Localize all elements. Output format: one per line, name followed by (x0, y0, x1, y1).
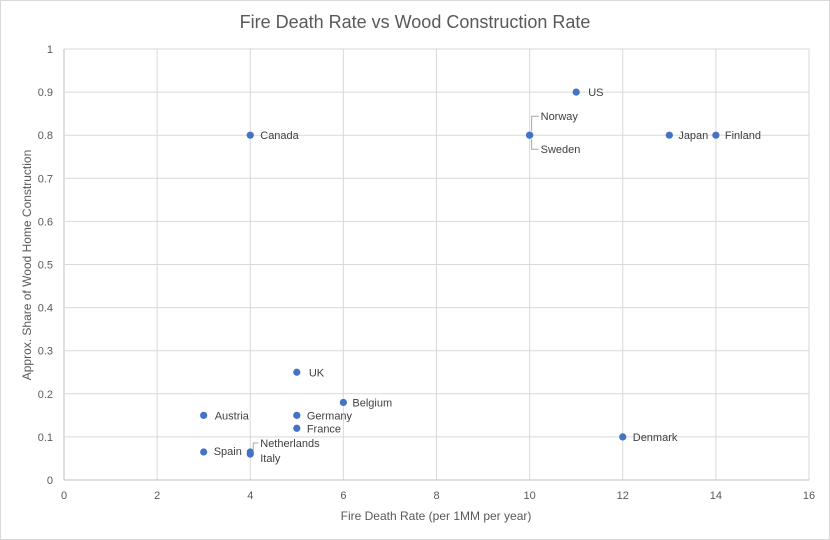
leader-line-norway (531, 115, 539, 132)
data-point-japan (665, 131, 673, 139)
y-tick-label: 0.2 (38, 389, 53, 401)
tick-layer: 0 2 4 6 8 10 12 14 16 0 0.1 0.2 0.3 0.4 0.5 0.6 0.7 0.8 0.… (38, 44, 815, 502)
leader-line-netherlands (252, 442, 259, 450)
y-tick-label: 0.3 (38, 346, 53, 358)
y-tick-label: 0.5 (38, 260, 53, 272)
data-label-italy: Italy (260, 453, 281, 465)
y-tick-label: 0.9 (38, 87, 53, 99)
data-label-japan: Japan (678, 130, 708, 142)
x-axis-title: Fire Death Rate (per 1MM per year) (341, 509, 532, 523)
data-point-spain (200, 448, 208, 456)
data-point-finland (712, 131, 720, 139)
data-point-denmark (619, 433, 627, 441)
x-tick-label: 10 (524, 490, 536, 502)
data-label-uk: UK (309, 367, 325, 379)
data-label-sweden: Sweden (541, 144, 581, 156)
data-point-uk (293, 368, 301, 376)
data-label-denmark: Denmark (633, 432, 678, 444)
data-point-austria (200, 411, 208, 419)
data-label-netherlands: Netherlands (260, 438, 320, 450)
label-layer: US Norway Sweden Japan Finland Canada UK Belgiu… (214, 87, 761, 465)
leader-layer (252, 115, 539, 450)
data-label-belgium: Belgium (352, 397, 392, 409)
data-label-us: US (588, 87, 603, 99)
x-tick-label: 14 (710, 490, 722, 502)
grid-layer (63, 48, 810, 481)
y-tick-label: 0 (47, 475, 53, 487)
data-label-germany: Germany (307, 410, 353, 422)
data-point-belgium (339, 398, 347, 407)
chart-title: Fire Death Rate vs Wood Construction Rat… (240, 12, 591, 32)
data-label-france: France (307, 423, 341, 435)
y-tick-label: 0.1 (38, 432, 53, 444)
leader-line-sweden (531, 139, 539, 150)
data-label-austria: Austria (215, 410, 250, 422)
y-tick-label: 0.7 (38, 173, 53, 185)
x-tick-label: 6 (340, 490, 346, 502)
x-tick-label: 16 (803, 490, 815, 502)
y-tick-label: 0.6 (38, 216, 53, 228)
x-tick-label: 8 (433, 490, 439, 502)
data-label-canada: Canada (260, 130, 299, 142)
y-tick-label: 0.8 (38, 130, 53, 142)
x-tick-label: 12 (617, 490, 629, 502)
data-point-canada (246, 131, 254, 139)
x-tick-label: 4 (247, 490, 253, 502)
data-point-italy (246, 450, 254, 458)
y-tick-label: 0.4 (38, 303, 53, 315)
point-layer (200, 88, 720, 458)
data-point-germany (293, 411, 301, 419)
x-tick-label: 0 (61, 490, 67, 502)
data-label-finland: Finland (725, 130, 761, 142)
x-tick-label: 2 (154, 490, 160, 502)
data-point-us (572, 88, 580, 96)
data-point-france (293, 424, 301, 432)
y-tick-label: 1 (47, 44, 53, 56)
y-axis-title: Approx. Share of Wood Home Construction (20, 150, 34, 381)
data-label-norway: Norway (541, 111, 579, 123)
data-label-spain: Spain (214, 446, 242, 458)
data-point-sweden (526, 131, 534, 139)
